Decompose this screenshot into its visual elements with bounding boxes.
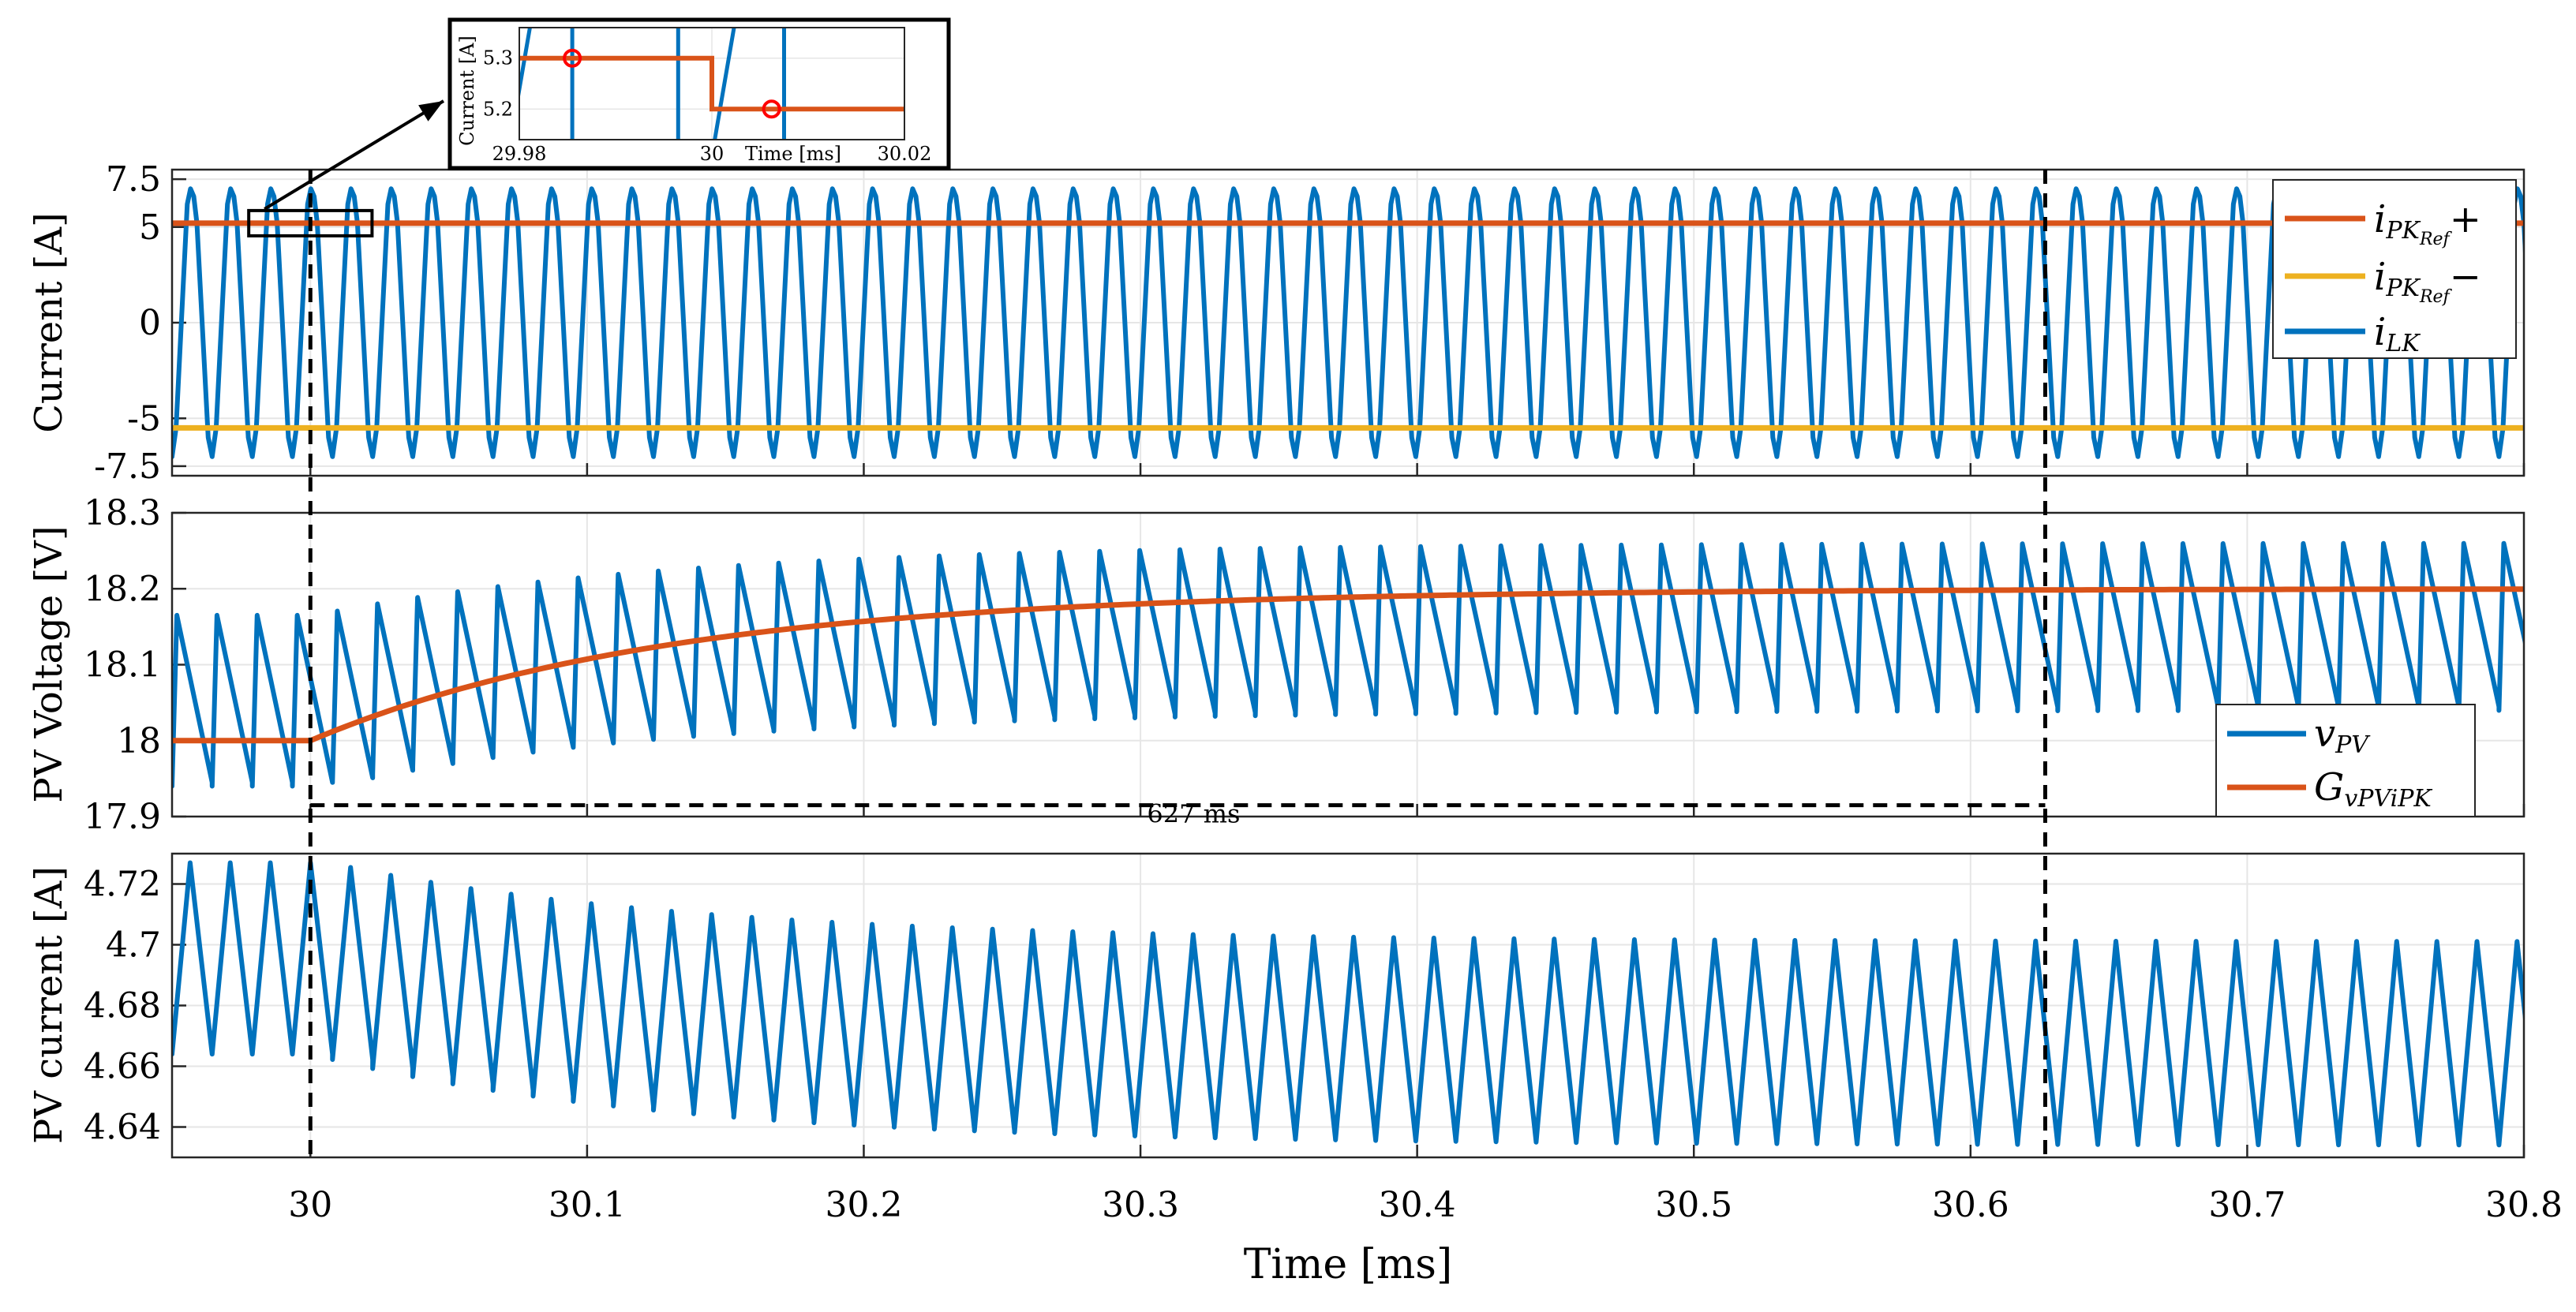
inset-y-ticks: 5.2 5.3 — [483, 47, 513, 121]
inset-y-tick-label-1: 5.3 — [483, 47, 513, 69]
y-tick-label-0: 17.9 — [84, 797, 161, 837]
x-tick-label-5: 30.5 — [1655, 1185, 1732, 1225]
legend-entry-ipk-ref-plus: iPKRef+ — [2285, 197, 2481, 249]
legend-label-vpv: vPV — [2314, 712, 2371, 759]
inset-ylabel: Current [A] — [456, 36, 478, 146]
y-tick-label-1: 18 — [117, 721, 161, 761]
current-axes-frame — [170, 168, 2525, 477]
inset-ilk-slanted-0 — [519, 28, 532, 101]
inset-xlabel: Time [ms] — [745, 143, 841, 165]
inset-x-tick-label-0: 29.98 — [492, 143, 547, 165]
legend-label-ipk-ref-plus: iPKRef+ — [2374, 197, 2481, 249]
inset-x-tick-label-2: 30.02 — [878, 143, 932, 165]
zoom-inset: 5.2 5.3 29.98 30 30.02 Current [A] Time [ms… — [447, 17, 951, 170]
pv-current-x-ticks: 30 30.1 30.2 30.3 30.4 30.5 30.6 30.7 30.8 — [288, 1185, 2563, 1225]
pv-current-y-ticks: 4.64 4.66 4.68 4.7 4.72 — [84, 865, 2525, 1157]
legend-label-ilk: iLK — [2374, 310, 2421, 357]
zoom-arrow-line — [264, 99, 445, 211]
inset-x-ticks: 29.98 30 30.02 — [492, 143, 932, 165]
inset-marker-1 — [762, 99, 781, 119]
inset-y-tick-label-0: 5.2 — [483, 98, 513, 120]
pv-voltage-y-ticks: 17.9 18 18.1 18.2 18.3 — [84, 493, 2525, 837]
x-tick-label-2: 30.2 — [825, 1185, 902, 1225]
ilk-series — [172, 186, 2524, 459]
legend-entry-gvpvipk: GvPViPK — [2227, 765, 2432, 813]
current-y-ticks: -7.5 -5 0 5 7.5 — [94, 159, 2525, 487]
x-tick-label-7: 30.7 — [2208, 1185, 2286, 1225]
y-tick-label-4: 18.3 — [84, 493, 161, 533]
pv-voltage-legend: vPV GvPViPK — [2215, 704, 2476, 817]
inset-ilk-lines — [519, 28, 786, 140]
inset-axes-frame — [519, 27, 905, 140]
y-tick-label-3: 5 — [139, 207, 161, 248]
pv-voltage-axes-frame — [170, 511, 2525, 818]
x-tick-label-6: 30.6 — [1932, 1185, 2009, 1225]
inset-marker-0 — [563, 48, 582, 68]
current-ylabel: Current [A] — [27, 212, 71, 433]
y-tick-label-3: 4.7 — [106, 925, 161, 966]
x-tick-label-3: 30.3 — [1102, 1185, 1179, 1225]
pv-current-ylabel: PV current [A] — [27, 866, 71, 1144]
y-tick-label-1: -5 — [127, 398, 161, 439]
legend-label-gvpvipk: GvPViPK — [2314, 765, 2432, 813]
y-tick-label-0: -7.5 — [94, 447, 161, 487]
pv-current-panel: 4.644.664.684.74.72 30 30.1 30.2 30.3 30.4 30… — [27, 852, 2563, 1288]
y-tick-label-0: 4.64 — [84, 1108, 161, 1148]
x-tick-label-1: 30.1 — [549, 1185, 626, 1225]
pv-voltage-legend-box — [2215, 704, 2476, 817]
ipv-series — [172, 860, 2524, 1148]
pv-current-axes-frame — [170, 852, 2525, 1159]
x-tick-label-8: 30.8 — [2485, 1185, 2563, 1225]
y-tick-label-2: 0 — [139, 303, 161, 343]
y-tick-label-2: 4.68 — [84, 986, 161, 1026]
inset-x-tick-label-1: 30 — [700, 143, 724, 165]
x-tick-label-4: 30.4 — [1379, 1185, 1456, 1225]
zoom-arrow — [264, 99, 445, 211]
y-tick-label-3: 18.2 — [84, 569, 161, 609]
y-tick-label-4: 7.5 — [106, 159, 161, 200]
legend-entry-ipk-ref-minus: iPKRef− — [2285, 255, 2481, 307]
y-tick-label-2: 18.1 — [84, 645, 161, 686]
current-legend: iPKRef+ iPKRef− iLK — [2272, 179, 2517, 359]
gvpvipk-series — [172, 586, 2524, 744]
legend-entry-vpv: vPV — [2227, 712, 2371, 759]
inset-markers — [563, 48, 781, 119]
pv-voltage-panel: 17.9 18 18.1 18.2 18.3 PV Voltage [V] 627 ms… — [27, 493, 2525, 837]
current-legend-box — [2272, 179, 2517, 359]
legend-entry-ilk: iLK — [2285, 310, 2421, 357]
current-panel: -7.5 -5 0 5 7.5 Current [A] iPKRef+ iPKRef− — [27, 159, 2525, 487]
x-tick-label-0: 30 — [288, 1185, 332, 1225]
inset-ilk-slanted-1 — [713, 28, 736, 140]
settling-time-label: 627 ms — [1147, 799, 1240, 829]
legend-label-ipk-ref-minus: iPKRef− — [2374, 255, 2481, 307]
y-tick-label-1: 4.66 — [84, 1047, 161, 1087]
time-xlabel: Time [ms] — [1244, 1241, 1453, 1288]
zoom-region-box — [247, 208, 374, 237]
y-tick-label-4: 4.72 — [84, 865, 161, 905]
zoom-arrow-head — [418, 101, 444, 121]
inset-ipk-ref-plus-series — [519, 55, 904, 112]
vpv-series — [172, 540, 2524, 789]
pv-voltage-ylabel: PV Voltage [V] — [27, 525, 71, 802]
